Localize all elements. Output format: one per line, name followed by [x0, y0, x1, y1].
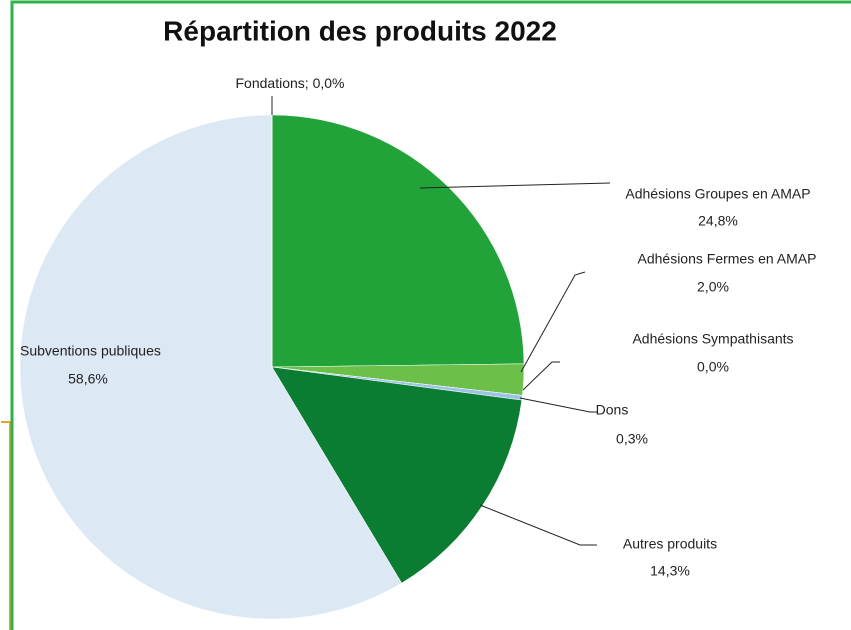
green-frame: [10, 0, 851, 630]
data-label-value: 2,0%: [697, 279, 729, 295]
data-label-value: 14,3%: [650, 563, 690, 579]
orange-frame: [1, 421, 11, 630]
data-label-value: 0,0%: [313, 75, 345, 91]
data-label: Fondations; 0,0%: [236, 75, 345, 91]
leader-line: [419, 182, 611, 189]
leader-line: [522, 361, 560, 391]
data-label-name: Dons: [596, 402, 629, 418]
leader-line: [479, 504, 597, 546]
pie-slice: [271, 366, 523, 584]
data-label-name: Adhésions Sympathisants: [632, 331, 793, 347]
data-label-name: Adhésions Fermes en AMAP: [638, 251, 817, 267]
data-label-name: Subventions publiques: [20, 343, 161, 359]
data-label-name: Fondations: [236, 75, 305, 91]
data-label-value: 0,3%: [616, 431, 648, 447]
leader-line: [520, 271, 586, 373]
data-label-value: 58,6%: [68, 371, 108, 387]
data-label-name: Autres produits: [623, 536, 717, 552]
data-label-value: 0,0%: [697, 359, 729, 375]
data-label-separator: ;: [305, 75, 313, 91]
data-label-name: Adhésions Groupes en AMAP: [625, 186, 810, 202]
chart-title: Répartition des produits 2022: [163, 15, 557, 46]
data-label-value: 24,8%: [698, 213, 738, 229]
leader-line: [519, 397, 598, 413]
pie-slice: [19, 114, 402, 620]
